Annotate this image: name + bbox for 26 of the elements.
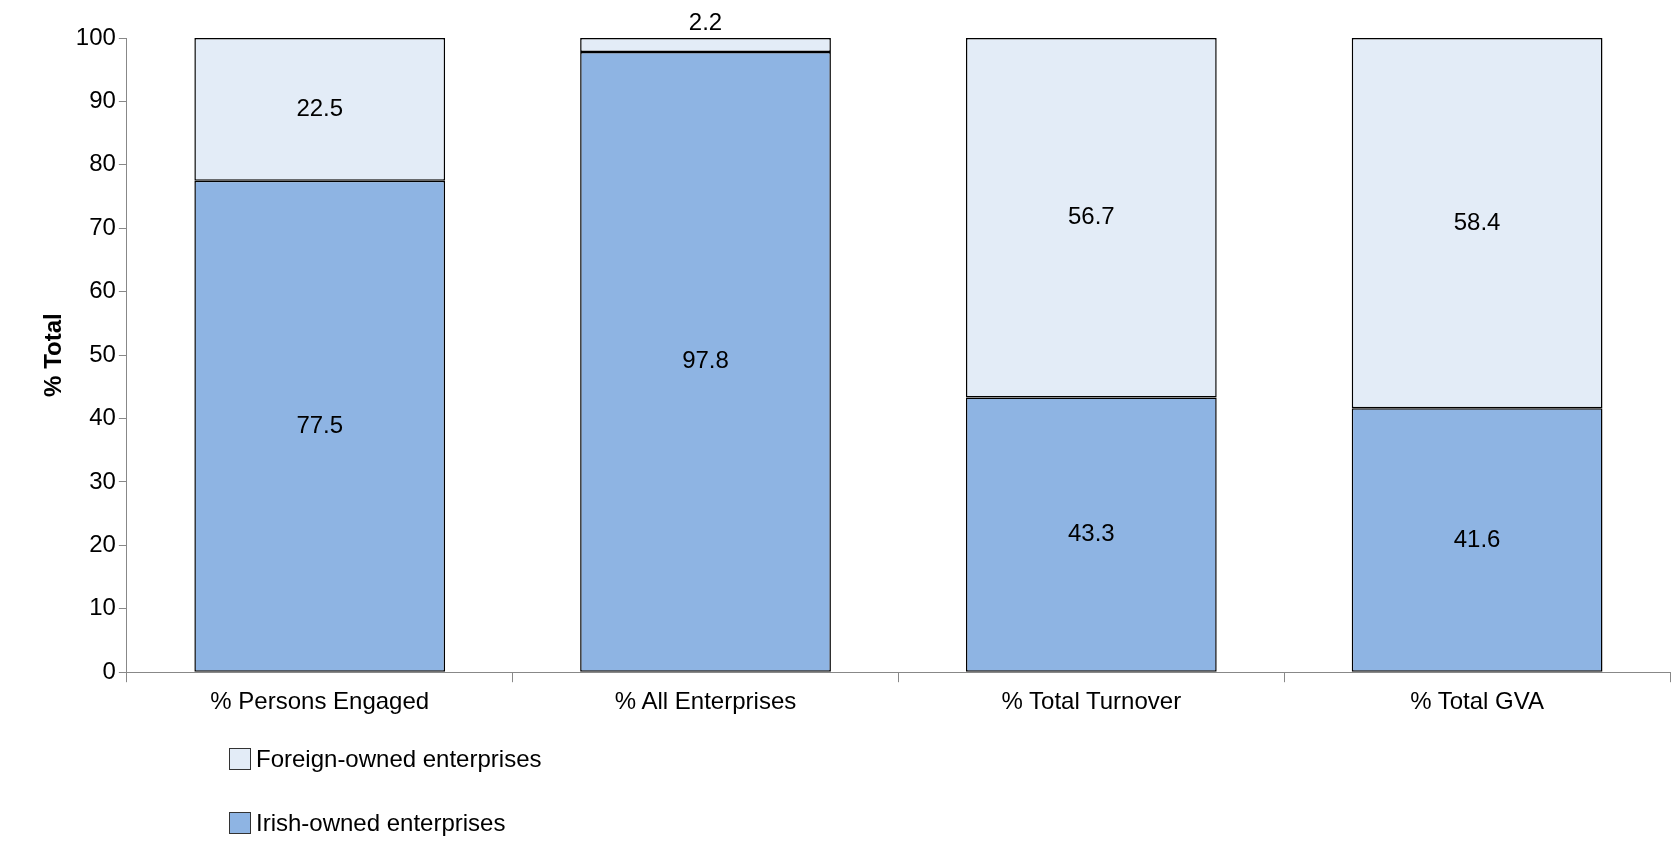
y-axis-title: % Total (39, 313, 67, 397)
data-label: 41.6 (1453, 524, 1501, 552)
legend-label: Irish-owned enterprises (256, 809, 506, 837)
y-tick-label: 90 (89, 86, 116, 114)
legend-label: Foreign-owned enterprises (256, 745, 542, 773)
y-tick-label: 30 (89, 466, 116, 494)
data-label: 2.2 (688, 7, 723, 35)
data-label: 56.7 (1067, 202, 1115, 230)
y-tick-label: 50 (89, 339, 116, 367)
data-label: 22.5 (296, 93, 344, 121)
data-label: 58.4 (1453, 207, 1501, 235)
data-label: 97.8 (682, 346, 729, 374)
data-label: 77.5 (296, 410, 344, 438)
y-tick-label: 10 (89, 593, 116, 621)
data-label: 43.3 (1067, 519, 1115, 547)
x-tick-label: % Total Turnover (1001, 687, 1182, 715)
y-tick-label: 0 (102, 656, 116, 684)
x-tick-label: % Total GVA (1410, 687, 1545, 715)
y-tick-label: 70 (89, 212, 116, 240)
x-tick-label: % Persons Engaged (210, 687, 430, 715)
x-tick-label: % All Enterprises (614, 687, 797, 715)
y-tick-label: 60 (89, 276, 116, 304)
y-tick-label: 80 (89, 149, 116, 177)
y-tick-label: 20 (89, 529, 116, 557)
y-tick-label: 100 (75, 22, 116, 50)
y-tick-label: 40 (89, 403, 116, 431)
